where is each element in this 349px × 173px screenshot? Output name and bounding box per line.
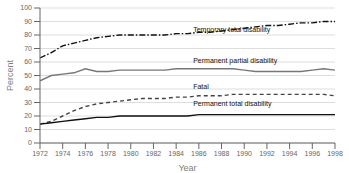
svg-text:1972: 1972 <box>32 150 48 157</box>
svg-text:Temporary total disability: Temporary total disability <box>193 26 271 34</box>
svg-text:Permanent partial disability: Permanent partial disability <box>193 57 278 65</box>
svg-text:Permanent total disability: Permanent total disability <box>193 100 272 108</box>
svg-text:1996: 1996 <box>305 150 321 157</box>
svg-text:10: 10 <box>24 126 32 133</box>
svg-text:1980: 1980 <box>123 150 139 157</box>
svg-text:40: 40 <box>24 85 32 92</box>
svg-text:20: 20 <box>24 112 32 119</box>
svg-text:Fatal: Fatal <box>193 83 209 90</box>
svg-text:1976: 1976 <box>78 150 94 157</box>
svg-text:1998: 1998 <box>327 150 341 157</box>
svg-text:1990: 1990 <box>236 150 252 157</box>
svg-text:1978: 1978 <box>100 150 116 157</box>
svg-text:80: 80 <box>24 31 32 38</box>
svg-text:60: 60 <box>24 58 32 65</box>
svg-text:1984: 1984 <box>168 150 184 157</box>
svg-text:0: 0 <box>28 139 32 146</box>
svg-text:1992: 1992 <box>259 150 275 157</box>
svg-text:90: 90 <box>24 18 32 25</box>
svg-text:70: 70 <box>24 45 32 52</box>
svg-text:Percent: Percent <box>8 59 15 91</box>
svg-text:1982: 1982 <box>146 150 162 157</box>
svg-text:100: 100 <box>20 4 32 11</box>
svg-text:1986: 1986 <box>191 150 207 157</box>
svg-text:30: 30 <box>24 99 32 106</box>
svg-text:1988: 1988 <box>214 150 230 157</box>
svg-text:Year: Year <box>178 163 196 173</box>
svg-text:1974: 1974 <box>55 150 71 157</box>
svg-text:50: 50 <box>24 72 32 79</box>
svg-text:1994: 1994 <box>282 150 298 157</box>
